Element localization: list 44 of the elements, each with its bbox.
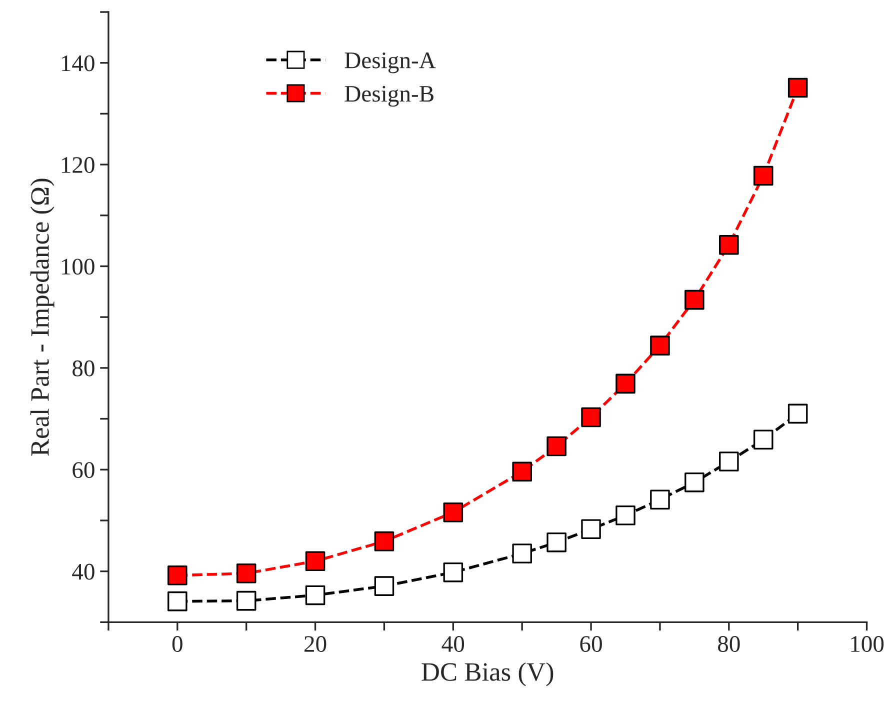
point [788, 78, 808, 98]
point [443, 502, 464, 522]
y-tick-label: 140 [62, 55, 94, 72]
point [546, 532, 566, 552]
point [788, 404, 808, 424]
point [236, 563, 256, 584]
y-tick-label: 120 [62, 157, 94, 173]
x-tick-label: 20 [304, 636, 326, 652]
point [616, 505, 636, 526]
point [443, 562, 464, 582]
point [753, 430, 774, 450]
point [305, 551, 326, 572]
x-tick-label: 0 [172, 636, 182, 652]
point [374, 531, 394, 552]
y-tick-label: 100 [62, 258, 94, 275]
y-tick-label: 40 [72, 564, 94, 580]
y-tick-label: 60 [72, 462, 94, 478]
point [753, 166, 774, 186]
point [581, 407, 601, 428]
y-axis-title: Real Part - Impedance (Ω) [30, 178, 54, 456]
y-tick-label: 80 [72, 360, 94, 376]
x-tick-label: 80 [718, 636, 740, 652]
point [616, 374, 636, 394]
point [684, 472, 704, 492]
point [684, 290, 704, 310]
point [305, 585, 326, 606]
point [650, 336, 670, 356]
point [650, 490, 670, 510]
legend-label: Design-A [344, 52, 436, 74]
x-tick-label: 60 [580, 636, 602, 652]
point [512, 544, 532, 564]
x-tick-label: 40 [442, 636, 464, 652]
point [719, 235, 739, 255]
point [374, 576, 394, 596]
point [719, 452, 739, 472]
point [546, 436, 566, 456]
point [236, 590, 256, 611]
x-tick-label: 100 [851, 636, 884, 652]
point [581, 519, 601, 540]
x-axis-title: DC Bias (V) [422, 662, 554, 686]
point [168, 591, 188, 612]
point [168, 565, 188, 586]
point [512, 462, 532, 482]
legend-label: Design-B [344, 86, 434, 107]
